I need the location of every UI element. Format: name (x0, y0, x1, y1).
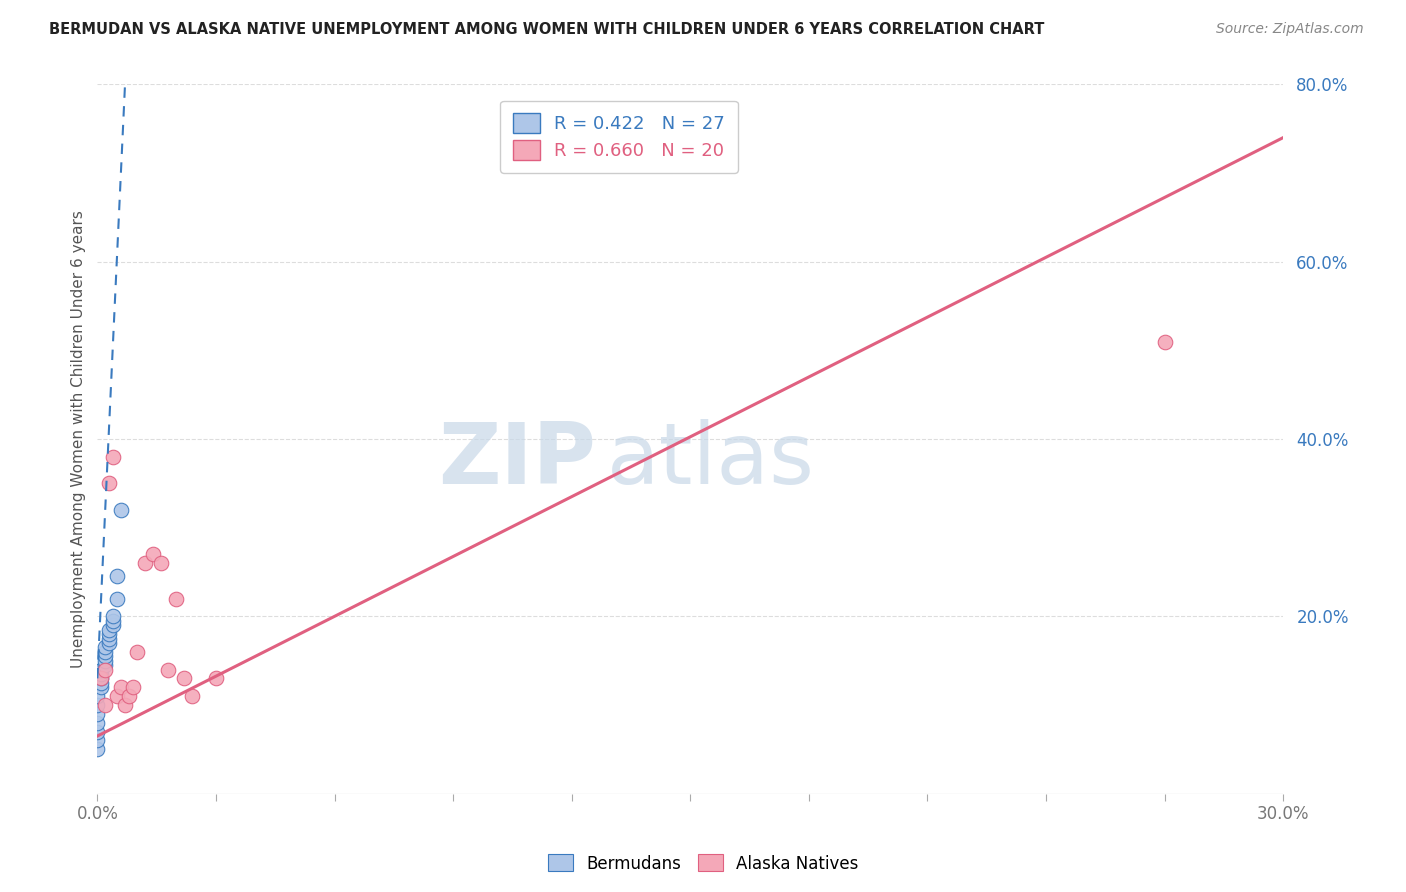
Point (86, 742, 108, 756)
Point (122, 681, 145, 695)
Point (149, 556, 172, 570)
Y-axis label: Unemployment Among Women with Children Under 6 years: Unemployment Among Women with Children U… (72, 211, 86, 668)
Point (101, 450, 124, 464)
Point (86, 706, 108, 721)
Point (173, 672, 195, 686)
Point (94, 649, 117, 664)
Point (181, 689, 204, 703)
Text: BERMUDAN VS ALASKA NATIVE UNEMPLOYMENT AMONG WOMEN WITH CHILDREN UNDER 6 YEARS C: BERMUDAN VS ALASKA NATIVE UNEMPLOYMENT A… (49, 22, 1045, 37)
Point (86, 724, 108, 739)
Point (98, 627, 121, 641)
Point (90, 672, 112, 686)
Point (86, 689, 108, 703)
Point (157, 663, 180, 677)
Point (90, 667, 112, 681)
Point (98, 623, 121, 637)
Point (94, 654, 117, 668)
Point (98, 632, 121, 646)
Point (125, 645, 148, 659)
Point (90, 672, 112, 686)
Point (94, 640, 117, 655)
Text: ZIP: ZIP (437, 419, 595, 502)
Point (98, 636, 121, 650)
Point (101, 618, 124, 632)
Legend: R = 0.422   N = 27, R = 0.660   N = 20: R = 0.422 N = 27, R = 0.660 N = 20 (501, 101, 738, 173)
Point (110, 681, 132, 695)
Point (105, 569, 128, 583)
Text: atlas: atlas (607, 419, 815, 502)
Point (142, 547, 165, 561)
Point (90, 663, 112, 677)
Point (90, 676, 112, 690)
Point (98, 476, 121, 491)
Point (94, 698, 117, 712)
Point (134, 556, 156, 570)
Point (110, 503, 132, 517)
Point (105, 591, 128, 606)
Point (105, 689, 128, 703)
Point (94, 663, 117, 677)
Point (205, 672, 228, 686)
Point (94, 645, 117, 659)
Point (118, 689, 141, 703)
Point (165, 591, 187, 606)
Point (86, 698, 108, 712)
Legend: Bermudans, Alaska Natives: Bermudans, Alaska Natives (541, 847, 865, 880)
Point (101, 614, 124, 628)
Point (1153, 334, 1175, 349)
Point (101, 609, 124, 624)
Point (86, 715, 108, 730)
Text: Source: ZipAtlas.com: Source: ZipAtlas.com (1216, 22, 1364, 37)
Point (86, 733, 108, 747)
Point (94, 658, 117, 673)
Point (90, 681, 112, 695)
Point (114, 698, 136, 712)
